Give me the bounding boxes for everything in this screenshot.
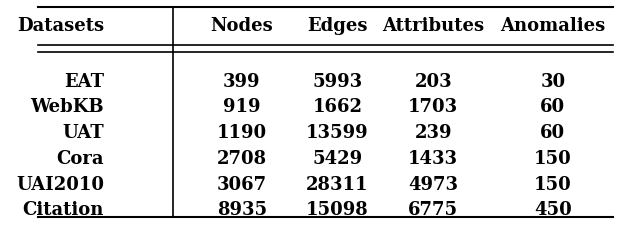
Text: 1433: 1433 [408,149,458,167]
Text: 6775: 6775 [408,200,458,218]
Text: UAT: UAT [63,124,104,142]
Text: Nodes: Nodes [210,17,273,35]
Text: WebKB: WebKB [31,98,104,116]
Text: 5993: 5993 [312,72,362,90]
Text: 150: 150 [534,175,572,193]
Text: Attributes: Attributes [382,17,485,35]
Text: 1662: 1662 [312,98,362,116]
Text: UAI2010: UAI2010 [16,175,104,193]
Text: 1190: 1190 [217,124,267,142]
Text: 4973: 4973 [408,175,458,193]
Text: 450: 450 [534,200,572,218]
Text: Anomalies: Anomalies [500,17,605,35]
Text: 60: 60 [540,98,565,116]
Text: 28311: 28311 [306,175,369,193]
Text: 203: 203 [414,72,452,90]
Text: 13599: 13599 [306,124,369,142]
Text: 239: 239 [414,124,452,142]
Text: Citation: Citation [23,200,104,218]
Text: Edges: Edges [307,17,367,35]
Text: 15098: 15098 [306,200,369,218]
Text: 919: 919 [223,98,260,116]
Text: Cora: Cora [56,149,104,167]
Text: 5429: 5429 [312,149,362,167]
Text: 2708: 2708 [217,149,267,167]
Text: EAT: EAT [64,72,104,90]
Text: 1703: 1703 [408,98,458,116]
Text: 3067: 3067 [217,175,267,193]
Text: 399: 399 [223,72,260,90]
Text: Datasets: Datasets [17,17,104,35]
Text: 150: 150 [534,149,572,167]
Text: 8935: 8935 [217,200,267,218]
Text: 60: 60 [540,124,565,142]
Text: 30: 30 [540,72,565,90]
